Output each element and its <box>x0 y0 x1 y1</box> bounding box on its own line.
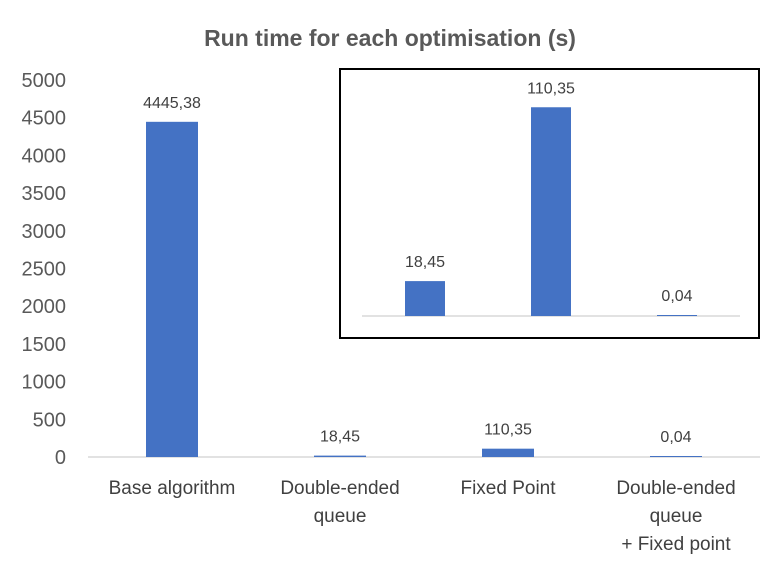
x-tick-label: Double-ended <box>616 478 735 499</box>
inset-data-label: 110,35 <box>527 80 575 97</box>
bar <box>650 456 702 457</box>
y-tick-label: 3000 <box>22 221 67 243</box>
x-tick-label: queue <box>650 506 703 527</box>
x-tick-label: Fixed Point <box>460 478 556 499</box>
y-tick-label: 5000 <box>22 70 67 92</box>
x-tick-label: Double-ended <box>280 478 399 499</box>
inset-plot-area: 18,45 110,35 0,04 <box>339 68 760 339</box>
inset-bar <box>657 315 697 316</box>
main-plot-area: 0 500 1000 1500 2000 2500 3000 3500 4000 4500 5000… <box>22 70 760 555</box>
bar <box>482 448 534 457</box>
y-tick-label: 0 <box>55 447 66 469</box>
x-tick-label: + Fixed point <box>621 534 731 555</box>
bar <box>314 455 366 457</box>
bar <box>146 121 198 457</box>
y-tick-label: 1500 <box>22 334 67 356</box>
y-tick-label: 500 <box>33 409 66 431</box>
y-tick-label: 2500 <box>22 259 67 281</box>
data-label: 18,45 <box>320 429 360 446</box>
y-tick-label: 2000 <box>22 296 67 318</box>
x-tick-label: queue <box>314 506 367 527</box>
y-tick-label: 1000 <box>22 372 67 394</box>
inset-bar <box>405 281 445 316</box>
data-label: 0,04 <box>660 429 691 446</box>
inset-data-label: 18,45 <box>405 254 445 271</box>
y-tick-label: 3500 <box>22 183 67 205</box>
chart-title: Run time for each optimisation (s) <box>204 25 576 51</box>
inset-bar <box>531 107 571 317</box>
y-tick-label: 4000 <box>22 145 67 167</box>
data-label: 110,35 <box>484 422 532 439</box>
x-tick-label: Base algorithm <box>109 478 236 499</box>
y-tick-label: 4500 <box>22 108 67 130</box>
data-label: 4445,38 <box>143 95 201 112</box>
inset-data-label: 0,04 <box>661 288 692 305</box>
